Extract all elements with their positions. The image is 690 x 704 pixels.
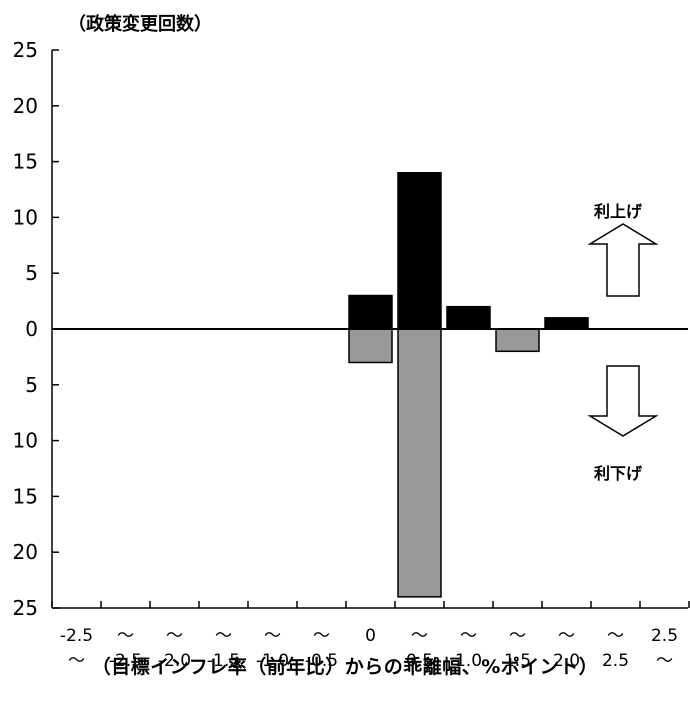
x-tick-label-bottom: 2.5: [602, 651, 629, 671]
bar-rate-cut: [348, 328, 393, 364]
down-arrow-icon: [587, 365, 659, 437]
x-tick-label-bottom: ～: [656, 651, 673, 671]
x-tick-label-bottom: 0.5: [406, 651, 433, 671]
x-tick-label-bottom: 2.0: [553, 651, 580, 671]
y-tick-label: 5: [25, 373, 38, 397]
x-tick-label-top: ～: [264, 626, 281, 646]
y-tick-label: 15: [13, 150, 38, 174]
x-tick-label-top: 2.5: [651, 626, 678, 646]
x-tick-label-top: -2.5: [60, 626, 93, 646]
x-tick-label-bottom: 1.0: [455, 651, 482, 671]
x-tick-label-top: ～: [313, 626, 330, 646]
x-tick-label-top: ～: [215, 626, 232, 646]
y-axis-title: （政策変更回数）: [68, 14, 212, 35]
bar-rate-hike: [397, 172, 442, 330]
x-tick-label-top: ～: [558, 626, 575, 646]
x-tick-label-bottom: ～: [68, 651, 85, 671]
rate-hike-label: 利上げ: [594, 202, 643, 221]
x-axis-title: （目標インフレ率（前年比）からの乖離幅、%ポイント）: [91, 656, 599, 678]
y-tick-label: 10: [13, 205, 38, 229]
x-tick-label-bottom: -1.5: [207, 651, 240, 671]
y-tick-label: 10: [13, 429, 38, 453]
x-tick-label-top: ～: [117, 626, 134, 646]
x-tick-label-bottom: -2.0: [158, 651, 191, 671]
x-tick-label-bottom: -0.5: [305, 651, 338, 671]
x-tick-label-top: ～: [166, 626, 183, 646]
x-tick-label-top: ～: [411, 626, 428, 646]
x-tick-label-bottom: -1.0: [256, 651, 289, 671]
x-tick-label-bottom: 1.5: [504, 651, 531, 671]
bar-rate-hike: [348, 294, 393, 330]
x-tick-label-top: 0: [365, 626, 376, 646]
x-tick-label-bottom: -2.5: [109, 651, 142, 671]
y-tick-label: 20: [13, 94, 38, 118]
y-tick-label: 15: [13, 484, 38, 508]
x-tick-label-top: ～: [460, 626, 477, 646]
rate-cut-label: 利下げ: [594, 464, 643, 483]
bar-rate-cut: [495, 328, 540, 353]
y-tick-label: 25: [13, 596, 38, 620]
bar-rate-cut: [397, 328, 442, 598]
bar-rate-hike: [544, 317, 589, 330]
y-tick-label: 0: [25, 317, 38, 341]
x-tick-label-top: ～: [509, 626, 526, 646]
up-arrow-icon: [587, 223, 659, 297]
y-tick-label: 5: [25, 261, 38, 285]
y-tick-label: 20: [13, 540, 38, 564]
bar-rate-hike: [446, 305, 491, 330]
y-tick-label: 25: [13, 38, 38, 62]
x-tick-label-top: ～: [607, 626, 624, 646]
